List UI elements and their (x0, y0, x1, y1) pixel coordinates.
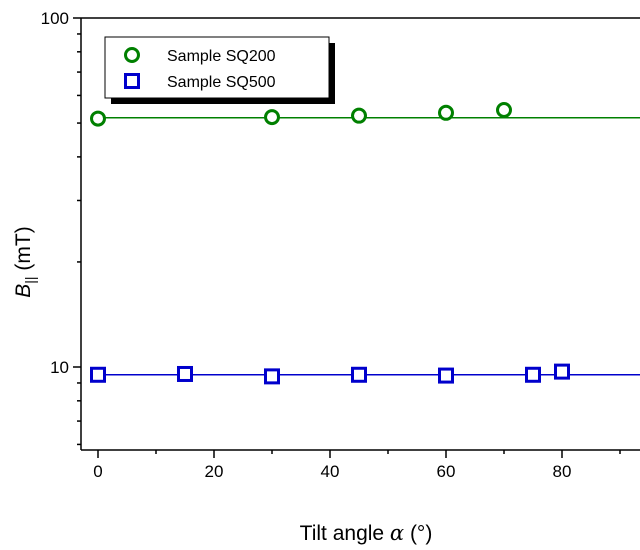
legend: Sample SQ200 Sample SQ500 (104, 36, 335, 104)
x-tick-label: 80 (553, 462, 572, 481)
x-tick-label: 60 (437, 462, 456, 481)
legend-marker-sq500 (124, 73, 140, 89)
data-point-square (438, 367, 454, 384)
legend-label-sq200: Sample SQ200 (167, 48, 276, 65)
legend-label-sq500: Sample SQ500 (167, 74, 276, 91)
plot-area (80, 17, 640, 451)
data-point-circle (496, 101, 512, 118)
data-point-circle (90, 110, 106, 127)
legend-box (104, 36, 330, 99)
y-tick-label: 10 (50, 358, 69, 377)
y-axis-title: B|| (mT) (12, 226, 38, 297)
data-point-square (554, 363, 570, 380)
data-markers (90, 101, 570, 385)
x-tick-label: 40 (321, 462, 340, 481)
fit-lines (92, 116, 640, 376)
data-point-square (177, 365, 193, 382)
y-tick-label: 100 (41, 9, 69, 28)
data-point-square (90, 366, 106, 383)
data-point-circle (351, 107, 367, 124)
data-point-circle (264, 109, 280, 126)
legend-marker-sq200 (124, 47, 140, 63)
data-point-circle (438, 104, 454, 121)
data-point-square (351, 366, 367, 383)
x-tick-label: 0 (93, 462, 102, 481)
axis-tick-labels: 0 20 40 60 80 10 100 (41, 9, 572, 481)
data-point-square (264, 368, 280, 385)
x-axis-title: Tilt angle α (°) (300, 521, 433, 545)
x-tick-label: 20 (205, 462, 224, 481)
axis-ticks (73, 17, 621, 458)
data-point-square (525, 366, 541, 383)
